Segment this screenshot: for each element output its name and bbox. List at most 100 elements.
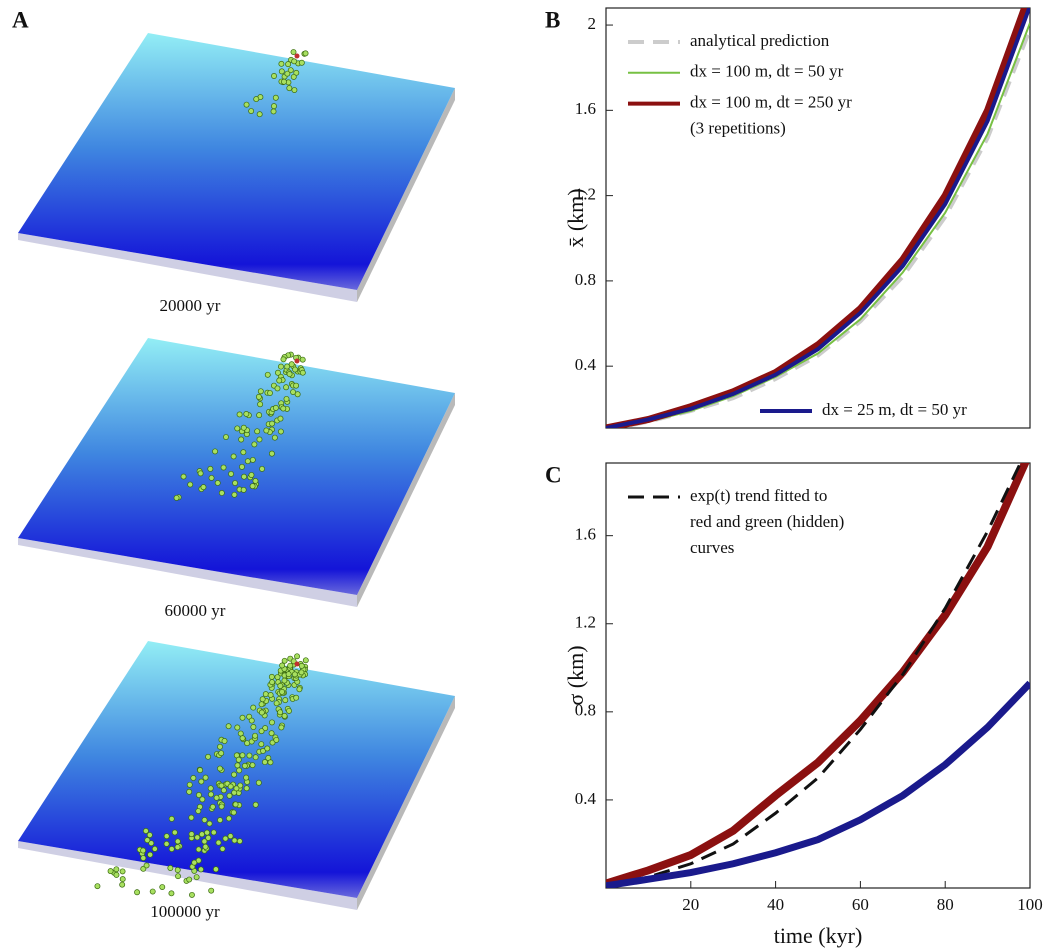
y-tick-label: 0.8 [575, 701, 596, 720]
particle [107, 868, 114, 875]
particle [255, 393, 262, 400]
legend-label: analytical prediction [690, 31, 830, 50]
x-tick-label: 60 [852, 895, 869, 914]
caption: 60000 yr [165, 601, 226, 620]
slab-front [18, 233, 357, 302]
particle [279, 662, 286, 669]
particle [163, 833, 170, 840]
particle [268, 730, 275, 737]
particle [214, 480, 221, 486]
particle [278, 363, 284, 370]
particle [294, 391, 301, 398]
particle [278, 60, 285, 67]
particle [293, 694, 300, 701]
slab-side [357, 696, 455, 910]
particle [180, 473, 187, 480]
particle [281, 657, 288, 664]
particle [291, 87, 298, 93]
particle [213, 794, 220, 801]
particle [159, 884, 166, 891]
particle [290, 49, 297, 55]
particle [250, 724, 257, 730]
particle [119, 868, 126, 875]
caption: 20000 yr [160, 296, 221, 315]
particle [248, 717, 255, 724]
particle [249, 483, 256, 490]
particle [195, 792, 202, 798]
particle [212, 448, 219, 455]
particle [217, 743, 223, 750]
particle [274, 385, 281, 392]
particle [260, 748, 266, 754]
particle [291, 671, 298, 678]
particle [273, 700, 280, 707]
particle [244, 458, 251, 465]
particle [275, 369, 281, 376]
particle [113, 871, 120, 878]
particle [217, 817, 224, 824]
panel-label: C [545, 462, 562, 487]
legend-label: dx = 100 m, dt = 250 yr [690, 93, 852, 112]
particle [221, 738, 228, 744]
particle [302, 50, 309, 57]
x-tick-label: 20 [682, 895, 699, 914]
slab-side [357, 393, 455, 607]
particle [220, 464, 227, 471]
particle [277, 709, 284, 716]
particle [269, 420, 275, 427]
particle [272, 404, 279, 411]
particle [190, 775, 197, 781]
particle [186, 876, 193, 883]
particle [119, 876, 126, 883]
particle [258, 701, 265, 708]
line-series [606, 463, 1023, 888]
particle [234, 724, 241, 731]
line-series [606, 8, 1030, 428]
particle [188, 831, 195, 838]
particle [197, 470, 204, 477]
particle [272, 94, 279, 101]
particle [212, 866, 219, 873]
y-tick-label: 0.8 [575, 270, 596, 289]
particle [243, 410, 250, 417]
particle [231, 491, 238, 498]
particle [218, 490, 225, 496]
particle [291, 58, 298, 65]
particle [252, 754, 259, 761]
particle [256, 436, 263, 443]
particle [146, 832, 153, 838]
particle [255, 779, 262, 786]
particle [234, 762, 241, 769]
slab-top [18, 33, 455, 290]
particle [173, 494, 180, 501]
particle [202, 843, 209, 850]
particle [198, 778, 205, 785]
particle [188, 814, 195, 821]
particle [287, 662, 294, 669]
particle [281, 712, 288, 719]
particle [239, 714, 246, 721]
x-tick-label: 100 [1017, 895, 1043, 914]
particle [268, 450, 275, 457]
particle [277, 428, 284, 435]
particle [151, 845, 158, 852]
particle [257, 388, 264, 395]
particle [217, 765, 223, 772]
particle [281, 677, 288, 684]
particle [207, 465, 214, 472]
y-tick-label: 1.6 [575, 99, 596, 118]
particle [236, 411, 243, 418]
particle [298, 662, 305, 669]
particle [248, 472, 255, 478]
particle [256, 111, 263, 118]
legend-label: curves [690, 538, 734, 557]
particle [227, 833, 234, 840]
particle [175, 873, 181, 880]
particle [163, 840, 170, 847]
particle [243, 785, 250, 792]
particle [174, 844, 181, 851]
particle [243, 101, 250, 108]
particle [298, 59, 305, 66]
particle [195, 846, 202, 853]
